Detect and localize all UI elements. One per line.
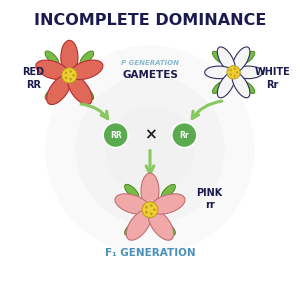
Ellipse shape (148, 209, 174, 240)
Ellipse shape (124, 221, 139, 235)
Ellipse shape (45, 51, 59, 65)
Text: ×: × (144, 128, 156, 142)
Ellipse shape (46, 75, 71, 105)
Text: INCOMPLETE DOMINANCE: INCOMPLETE DOMINANCE (34, 13, 266, 28)
Circle shape (69, 70, 72, 73)
Ellipse shape (217, 47, 235, 72)
Ellipse shape (36, 60, 69, 80)
Text: RR: RR (110, 130, 122, 140)
Circle shape (150, 212, 153, 215)
Ellipse shape (115, 194, 149, 214)
Ellipse shape (234, 66, 262, 79)
Ellipse shape (232, 47, 250, 72)
Ellipse shape (161, 184, 176, 199)
Circle shape (103, 122, 128, 148)
Text: WHITE
Rr: WHITE Rr (255, 67, 290, 89)
Circle shape (153, 208, 156, 211)
Circle shape (105, 105, 195, 195)
Text: PINK
rr: PINK rr (196, 188, 223, 211)
Ellipse shape (212, 82, 224, 94)
Circle shape (69, 78, 72, 81)
Circle shape (65, 76, 68, 79)
Text: Rr: Rr (179, 130, 189, 140)
Circle shape (230, 69, 232, 71)
Text: F₁ GENERATION: F₁ GENERATION (105, 248, 195, 258)
Ellipse shape (70, 60, 103, 80)
Ellipse shape (151, 194, 185, 214)
Ellipse shape (212, 51, 224, 63)
Ellipse shape (205, 66, 233, 79)
Circle shape (46, 46, 254, 254)
Circle shape (75, 75, 225, 225)
Text: GAMETES: GAMETES (122, 70, 178, 80)
Ellipse shape (232, 73, 250, 98)
Circle shape (172, 122, 197, 148)
Circle shape (227, 66, 240, 79)
Ellipse shape (161, 221, 176, 235)
Text: P GENERATION: P GENERATION (121, 60, 179, 66)
Ellipse shape (217, 73, 235, 98)
Ellipse shape (141, 173, 159, 209)
Circle shape (233, 68, 236, 70)
Circle shape (145, 211, 148, 214)
Circle shape (233, 75, 236, 77)
Ellipse shape (45, 86, 59, 100)
Circle shape (230, 73, 232, 76)
Circle shape (142, 202, 158, 218)
Circle shape (236, 71, 239, 74)
Ellipse shape (68, 75, 92, 105)
Ellipse shape (243, 51, 255, 63)
Ellipse shape (126, 209, 152, 240)
Ellipse shape (80, 86, 94, 100)
Circle shape (72, 74, 75, 77)
Circle shape (145, 206, 148, 208)
Ellipse shape (61, 40, 78, 75)
Circle shape (65, 71, 68, 74)
Circle shape (62, 68, 77, 83)
Text: RED
RR: RED RR (22, 67, 45, 89)
Ellipse shape (124, 184, 139, 199)
Circle shape (150, 204, 153, 207)
Ellipse shape (80, 51, 94, 65)
Ellipse shape (243, 82, 255, 94)
